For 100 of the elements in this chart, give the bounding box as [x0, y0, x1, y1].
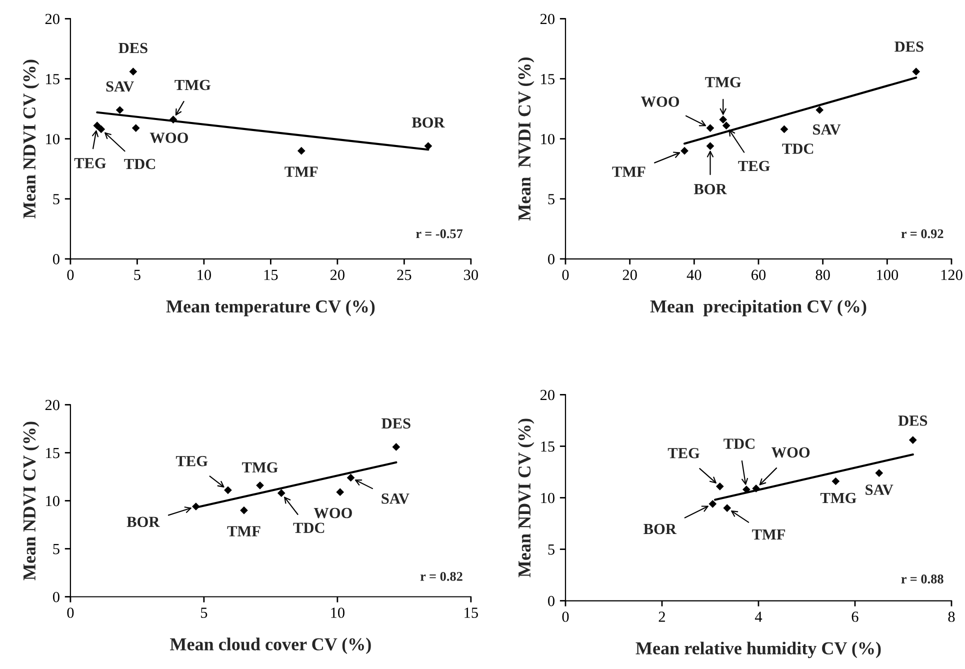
- y-tick-label: 10: [46, 496, 60, 506]
- annotation: BOR: [644, 524, 677, 534]
- x-axis-title: Mean temperature CV (%): [166, 300, 375, 316]
- point: [97, 125, 106, 134]
- x-tick-label: 6: [852, 612, 858, 622]
- y-axis-title: Mean NVDI CV (%): [518, 58, 534, 221]
- x-tick-label: 5: [134, 270, 140, 280]
- x-axis-title: Mean cloud cover CV (%): [170, 638, 371, 654]
- point: [780, 125, 788, 134]
- y-axis-title: Mean NDVI CV (%): [518, 418, 534, 578]
- annotation: SAV: [866, 484, 894, 495]
- annotation: TMG: [242, 462, 278, 473]
- x-tick-label: 0: [67, 270, 74, 280]
- point: [708, 500, 717, 508]
- x-tick-label: 20: [330, 270, 344, 280]
- point: [716, 482, 724, 490]
- point: [722, 122, 730, 130]
- y-tick-label: 0: [52, 254, 60, 264]
- point: [132, 124, 140, 132]
- point: [256, 481, 264, 490]
- x-tick-label: 15: [464, 608, 478, 618]
- point: [277, 489, 286, 497]
- x-tick-label: 0: [67, 608, 74, 618]
- annotation: TDC: [724, 438, 754, 449]
- annotation: SAV: [106, 81, 134, 92]
- y-tick-label: 5: [53, 194, 60, 204]
- y-axis-title: Mean NDVI CV (%): [22, 422, 40, 580]
- annotation: DES: [118, 42, 148, 54]
- annotation: TEG: [176, 456, 208, 466]
- x-tick-label: 4: [754, 612, 762, 622]
- annotation: SAV: [813, 124, 841, 135]
- point: [908, 436, 917, 444]
- annotation: DES: [382, 418, 410, 429]
- y-tick-label: 15: [541, 441, 554, 452]
- point: [93, 122, 102, 130]
- point: [832, 477, 840, 486]
- y-tick-label: 10: [46, 134, 60, 144]
- point: [240, 506, 248, 514]
- annotation: TEG: [668, 448, 700, 458]
- x-tick-label: 25: [397, 270, 412, 280]
- y-axis-title: Mean NDVI CV (%): [22, 60, 40, 218]
- point: [912, 68, 920, 76]
- x-tick-label: 40: [686, 270, 702, 280]
- point: [723, 504, 732, 512]
- x-tick-label: 0: [562, 612, 569, 622]
- y-tick-label: 0: [548, 254, 554, 264]
- x-axis-title: Mean relative humidity CV (%): [636, 642, 881, 658]
- annotation: TEG: [738, 160, 770, 172]
- x-tick-label: 20: [622, 270, 637, 280]
- x-tick-label: 10: [198, 270, 211, 280]
- y-tick-label: 0: [52, 592, 60, 602]
- point: [706, 124, 714, 132]
- annotation: WOO: [314, 508, 352, 518]
- y-tick-label: 15: [46, 74, 60, 84]
- x-tick-label: 80: [816, 270, 830, 280]
- annotation: DES: [894, 42, 924, 52]
- point: [224, 486, 232, 494]
- annotation: TMF: [227, 526, 260, 536]
- x-tick-label: 10: [331, 608, 344, 618]
- annotation: TMF: [752, 529, 786, 540]
- annotation: TMF: [284, 166, 318, 177]
- annotation: WOO: [771, 447, 810, 458]
- annotation: BOR: [694, 184, 727, 194]
- point: [116, 106, 124, 114]
- y-tick-label: 15: [46, 448, 60, 458]
- x-tick-label: 30: [464, 270, 478, 280]
- y-tick-label: 5: [548, 544, 554, 555]
- point: [816, 106, 824, 114]
- y-tick-label: 0: [548, 596, 554, 606]
- annotation: TMG: [820, 492, 856, 504]
- annotation: BOR: [412, 117, 445, 128]
- point: [129, 68, 138, 76]
- point: [719, 116, 728, 124]
- y-tick-label: 20: [540, 390, 554, 400]
- annotation: BOR: [126, 516, 160, 527]
- annotation: TMG: [174, 80, 211, 90]
- x-tick-label: 60: [752, 270, 766, 280]
- point: [392, 443, 400, 451]
- annotation: WOO: [150, 132, 188, 144]
- annotation: r = 0.82: [420, 572, 462, 581]
- annotation: TMG: [705, 77, 741, 88]
- annotation: TDC: [124, 158, 155, 170]
- annotation: r = 0.88: [901, 574, 944, 584]
- x-axis-title: Mean precipitation CV (%): [650, 300, 866, 316]
- annotation: r = -0.57: [416, 229, 463, 238]
- x-tick-label: 120: [941, 270, 962, 280]
- y-tick-label: 5: [548, 194, 554, 204]
- point: [424, 142, 432, 150]
- point: [346, 474, 355, 482]
- x-tick-label: 15: [264, 270, 278, 280]
- x-tick-label: 2: [658, 612, 665, 622]
- y-tick-label: 5: [53, 544, 60, 554]
- y-tick-label: 20: [540, 14, 554, 24]
- y-tick-label: 10: [541, 492, 554, 504]
- annotation: WOO: [640, 96, 680, 107]
- point: [706, 142, 714, 150]
- x-tick-label: 100: [877, 270, 898, 280]
- x-tick-label: 8: [948, 612, 955, 622]
- y-tick-label: 20: [45, 14, 60, 24]
- annotation: TMF: [612, 166, 646, 177]
